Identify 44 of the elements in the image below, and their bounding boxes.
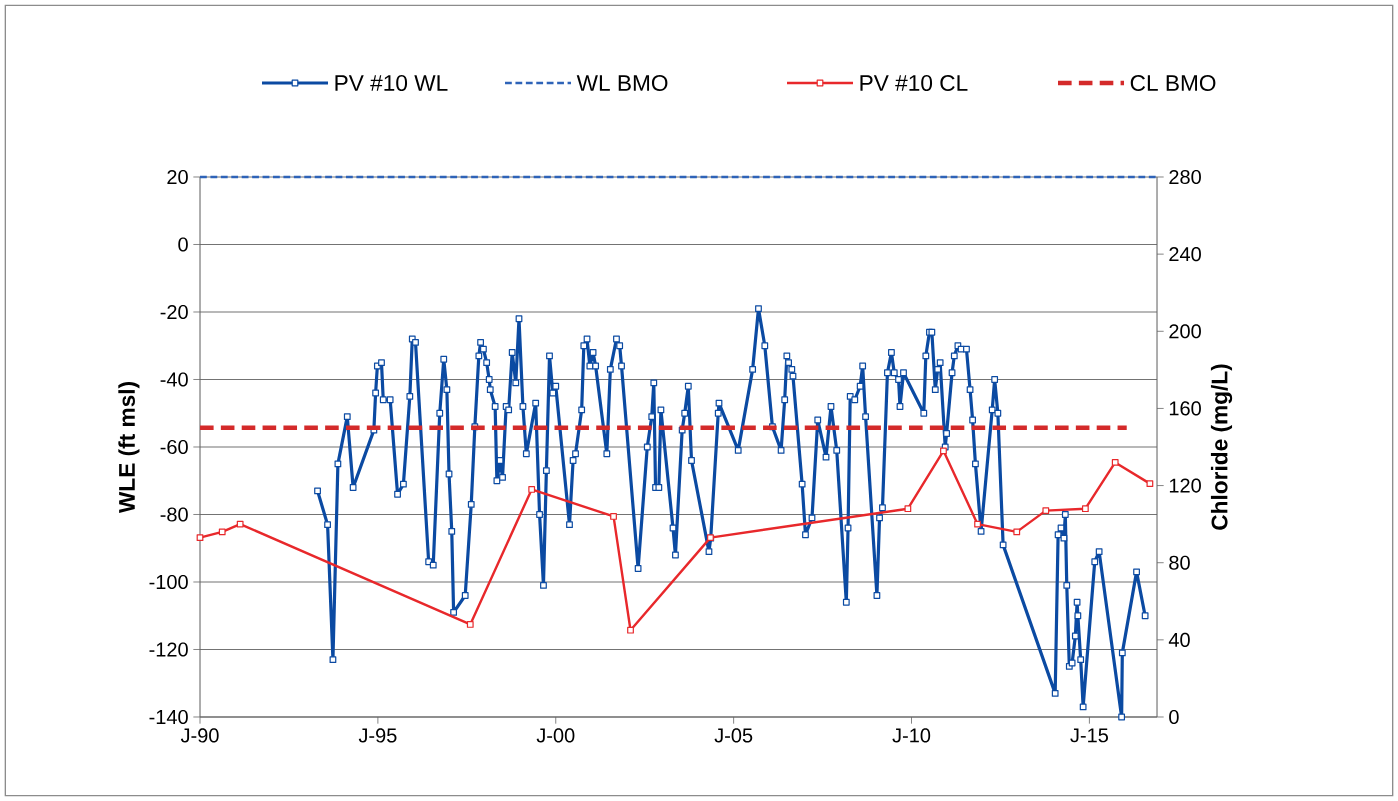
y2-tick-label: 80 (1169, 555, 1190, 570)
y-tick-label: -20 (160, 304, 188, 320)
point (528, 486, 536, 493)
point (940, 447, 947, 455)
y2-tick-label: 240 (1169, 247, 1201, 262)
y-tick-label: 0 (178, 237, 188, 252)
x-tick-label: J-10 (892, 728, 931, 743)
x-tick-label: J-00 (536, 728, 575, 743)
y-tick-label: -40 (160, 372, 188, 387)
y-tick-label: -140 (149, 709, 188, 725)
y-tick-label: -100 (149, 574, 188, 590)
y2-tick-label: 120 (1169, 478, 1201, 493)
point (1146, 480, 1154, 488)
point (218, 528, 226, 536)
point (196, 534, 204, 542)
point (1013, 528, 1021, 536)
point (610, 513, 617, 520)
point (974, 520, 981, 528)
legend-label: CL BMO (1130, 74, 1216, 92)
y2-tick-label: 40 (1168, 632, 1190, 647)
y-axis-title: WLE (ft msl) (118, 382, 140, 514)
x-tick-label: J-05 (714, 728, 753, 743)
y2-tick-label: 280 (1169, 169, 1201, 185)
x-tick-label: J-90 (180, 728, 219, 743)
y-tick-label: -120 (149, 642, 188, 657)
x-tick-label: J-95 (358, 728, 397, 743)
y-tick-label: -60 (160, 439, 188, 455)
point (1081, 505, 1089, 513)
y-tick-label: -80 (160, 507, 188, 522)
point (627, 626, 634, 634)
point (1042, 507, 1050, 515)
point (1111, 459, 1119, 466)
legend-label: PV #10 CL (860, 74, 968, 92)
y2-tick-label: 160 (1169, 401, 1201, 416)
point (466, 621, 474, 628)
y2-tick-label: 200 (1169, 324, 1201, 339)
y2-axis-title: Chloride (mg/L) (1210, 364, 1233, 530)
x-tick-label: J-15 (1070, 728, 1109, 743)
legend-label: PV #10 WL (335, 74, 448, 92)
y2-tick-label: 0 (1169, 709, 1179, 725)
y-tick-label: 20 (167, 169, 188, 185)
point (904, 505, 912, 513)
legend-label: WL BMO (576, 74, 668, 92)
point (236, 520, 244, 528)
